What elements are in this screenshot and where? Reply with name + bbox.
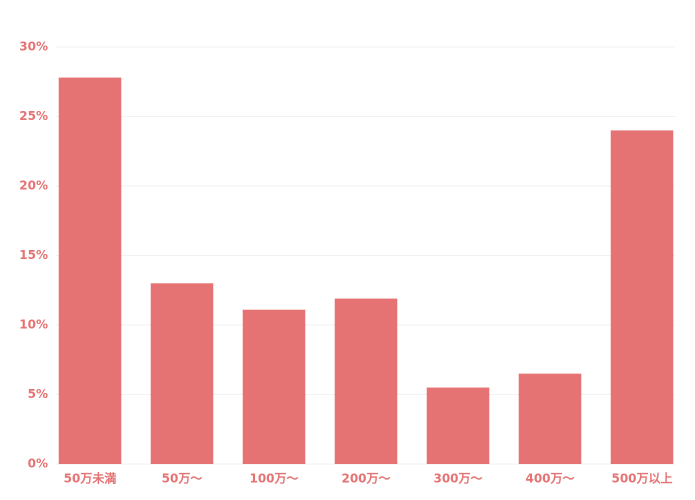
bar xyxy=(58,77,122,464)
bar xyxy=(334,298,398,464)
y-tick-label: 15% xyxy=(19,248,48,262)
bar xyxy=(610,130,674,464)
x-tick-label: 50万〜 xyxy=(162,472,203,486)
x-tick-label: 200万〜 xyxy=(341,472,390,486)
x-tick-label: 500万以上 xyxy=(611,471,672,486)
y-tick-label: 30% xyxy=(19,40,48,54)
y-tick-label: 25% xyxy=(19,109,48,123)
bar xyxy=(242,309,306,464)
bar xyxy=(426,387,490,464)
bar xyxy=(150,283,214,464)
x-tick-label: 50万未満 xyxy=(64,471,117,486)
y-tick-label: 5% xyxy=(28,387,48,401)
x-tick-label: 100万〜 xyxy=(249,472,298,486)
bar xyxy=(518,373,582,464)
y-tick-label: 20% xyxy=(19,179,48,193)
x-tick-label: 400万〜 xyxy=(525,472,574,486)
y-tick-label: 10% xyxy=(19,318,48,332)
x-tick-label: 300万〜 xyxy=(433,472,482,486)
y-tick-label: 0% xyxy=(28,457,48,471)
